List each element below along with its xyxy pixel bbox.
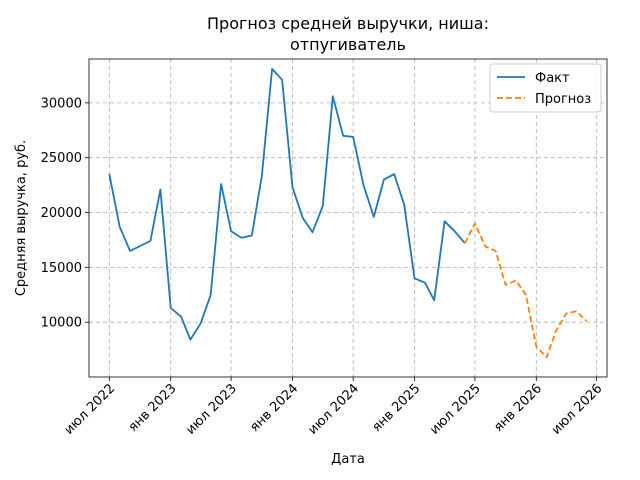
x-axis-label: Дата — [331, 452, 365, 467]
y-tick-label: 25000 — [41, 151, 82, 166]
chart-title: Прогноз средней выручки, ниша: — [207, 14, 489, 33]
y-tick-label: 15000 — [41, 261, 82, 276]
series-lines — [108, 68, 588, 359]
y-axis: 10000 15000 20000 25000 30000 — [41, 96, 89, 331]
series-line-fact — [108, 68, 466, 341]
y-axis-label: Средняя выручка, руб. — [14, 140, 29, 296]
legend-label-forecast: Прогноз — [535, 92, 591, 107]
y-tick-label: 30000 — [41, 96, 82, 111]
plot-frame — [88, 58, 608, 378]
chart-subtitle: отпугиватель — [290, 35, 406, 54]
legend: Факт Прогноз — [489, 63, 602, 113]
series-line-forecast — [464, 222, 588, 359]
legend-label-fact: Факт — [535, 71, 570, 86]
legend-box — [489, 63, 602, 113]
y-tick-label: 10000 — [41, 316, 82, 331]
y-tick-label: 20000 — [41, 206, 82, 221]
